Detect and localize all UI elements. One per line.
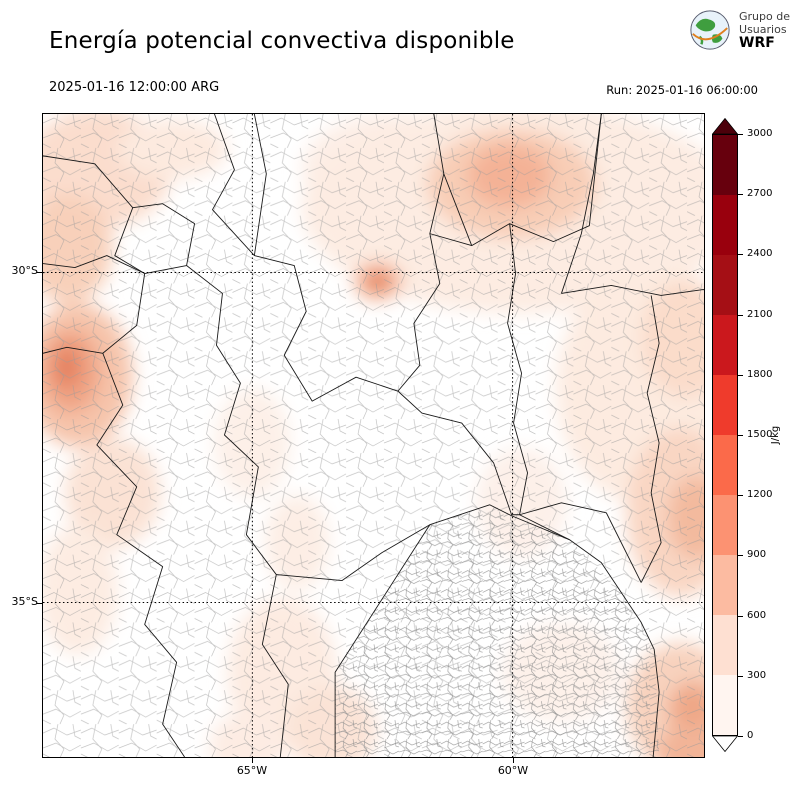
colorbar-segment (713, 555, 737, 615)
colorbar-segment (713, 135, 737, 195)
run-time-label: Run: 2025-01-16 06:00:00 (606, 83, 758, 97)
colorbar-segment (713, 195, 737, 255)
wrf-logo: Grupo de Usuarios WRF (688, 8, 790, 52)
colorbar-tick-label: 2700 (737, 188, 773, 200)
page-title: Energía potencial convectiva disponible (49, 28, 515, 54)
colorbar-arrow-bottom (712, 736, 738, 752)
logo-line-2: Usuarios (739, 23, 787, 36)
colorbar-ticks: 3000 2700 2400 2100 1800 1500 1200 900 600 300 0 (737, 118, 781, 752)
colorbar-tick-label: 2100 (737, 308, 773, 320)
colorbar-tick-label: 3000 (737, 128, 773, 139)
wrf-logo-text: Grupo de Usuarios WRF (739, 10, 790, 50)
colorbar-segment (713, 615, 737, 675)
map-svg (43, 114, 704, 757)
colorbar-arrow-top (712, 118, 738, 134)
colorbar-segment (713, 675, 737, 735)
colorbar-tick-label: 0 (737, 730, 754, 741)
logo-line-3: WRF (739, 35, 775, 51)
colorbar (712, 118, 738, 752)
axis-tick-60w (513, 758, 514, 763)
lon-label-60w: 60°W (497, 764, 529, 777)
buenos-aires-departments-layer (335, 504, 660, 757)
colorbar-segments (712, 134, 738, 736)
province-boundaries-layer (43, 114, 704, 757)
wrf-logo-globe-icon (690, 10, 730, 50)
colorbar-tick-label: 900 (737, 549, 767, 561)
axis-tick-35s (37, 603, 42, 604)
colorbar-segment (713, 435, 737, 495)
map-panel (42, 113, 705, 758)
colorbar-tick-label: 300 (737, 669, 767, 681)
colorbar-tick-label: 600 (737, 609, 767, 621)
lat-label-30s: 30°S (11, 264, 38, 277)
lat-label-35s: 35°S (11, 595, 38, 608)
axis-tick-30s (37, 272, 42, 273)
graticule-layer (43, 114, 704, 757)
axis-tick-65w (252, 758, 253, 763)
colorbar-tick-label: 1800 (737, 368, 773, 380)
colorbar-segment (713, 495, 737, 555)
colorbar-unit-label: J/kg (770, 425, 781, 445)
colorbar-segment (713, 315, 737, 375)
colorbar-tick-label: 1500 (737, 429, 773, 440)
logo-line-1: Grupo de (739, 10, 790, 23)
valid-time-label: 2025-01-16 12:00:00 ARG (49, 80, 220, 95)
colorbar-tick-label: 1200 (737, 489, 773, 501)
colorbar-segment (713, 375, 737, 435)
colorbar-segment (713, 255, 737, 315)
colorbar-tick-label: 2400 (737, 248, 773, 260)
lon-label-65w: 65°W (236, 764, 268, 777)
